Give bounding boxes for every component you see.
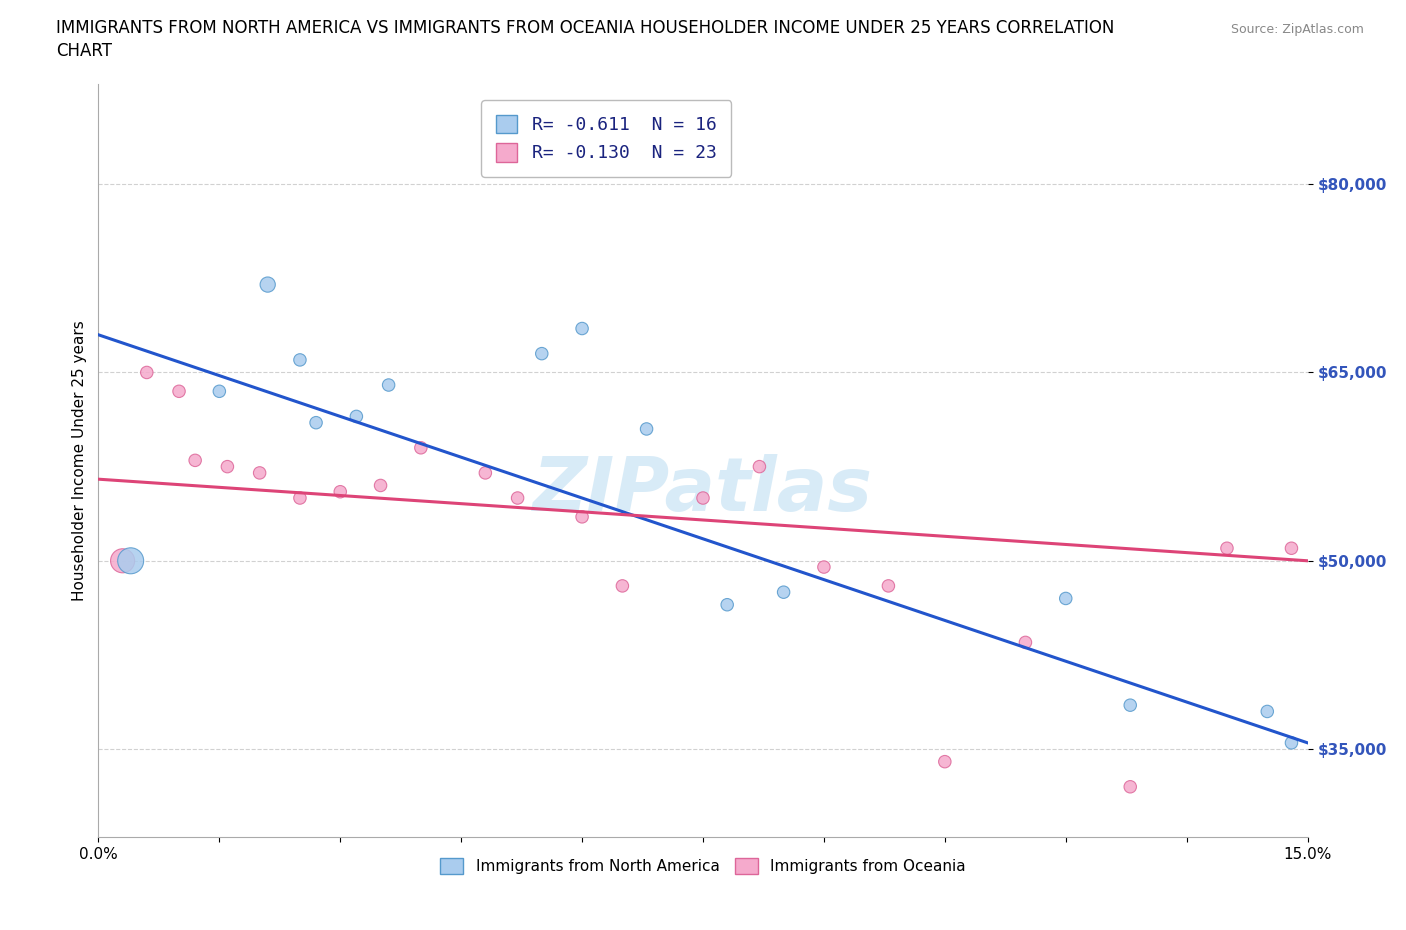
Point [377,378,399,392]
Point [329,485,352,499]
Point [530,346,553,361]
Point [1054,591,1077,606]
Point [344,409,367,424]
Point [1256,704,1278,719]
Text: Source: ZipAtlas.com: Source: ZipAtlas.com [1230,23,1364,36]
Point [305,415,328,430]
Text: IMMIGRANTS FROM NORTH AMERICA VS IMMIGRANTS FROM OCEANIA HOUSEHOLDER INCOME UNDE: IMMIGRANTS FROM NORTH AMERICA VS IMMIGRA… [56,19,1115,36]
Point [184,453,207,468]
Point [716,597,738,612]
Point [256,277,278,292]
Point [748,459,770,474]
Point [506,491,529,506]
Point [1281,540,1303,555]
Point [692,491,714,506]
Point [636,421,658,436]
Point [1216,540,1239,555]
Text: CHART: CHART [56,42,112,60]
Point [612,578,634,593]
Point [934,754,956,769]
Point [167,384,190,399]
Point [409,440,432,455]
Point [1119,779,1142,794]
Point [288,491,311,506]
Point [474,465,496,480]
Point [217,459,239,474]
Y-axis label: Householder Income Under 25 years: Householder Income Under 25 years [72,320,87,601]
Point [370,478,392,493]
Point [111,553,134,568]
Point [1119,698,1142,712]
Point [571,510,593,525]
Legend: Immigrants from North America, Immigrants from Oceania: Immigrants from North America, Immigrant… [433,851,973,882]
Point [772,585,794,600]
Point [120,553,142,568]
Point [208,384,231,399]
Point [1014,635,1036,650]
Point [1281,736,1303,751]
Point [288,352,311,367]
Point [813,560,835,575]
Text: ZIPatlas: ZIPatlas [533,454,873,527]
Point [135,365,157,379]
Point [877,578,900,593]
Point [571,321,593,336]
Point [249,465,271,480]
